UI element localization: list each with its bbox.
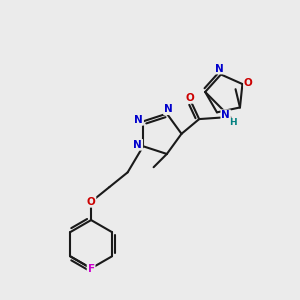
Text: N: N [164, 104, 173, 114]
Text: N: N [134, 115, 143, 125]
Text: O: O [244, 78, 253, 88]
Text: N: N [134, 140, 142, 150]
Text: O: O [87, 197, 95, 207]
Text: N: N [221, 110, 230, 120]
Text: F: F [88, 264, 95, 274]
Text: H: H [229, 118, 237, 127]
Text: N: N [215, 64, 224, 74]
Text: O: O [185, 93, 194, 103]
